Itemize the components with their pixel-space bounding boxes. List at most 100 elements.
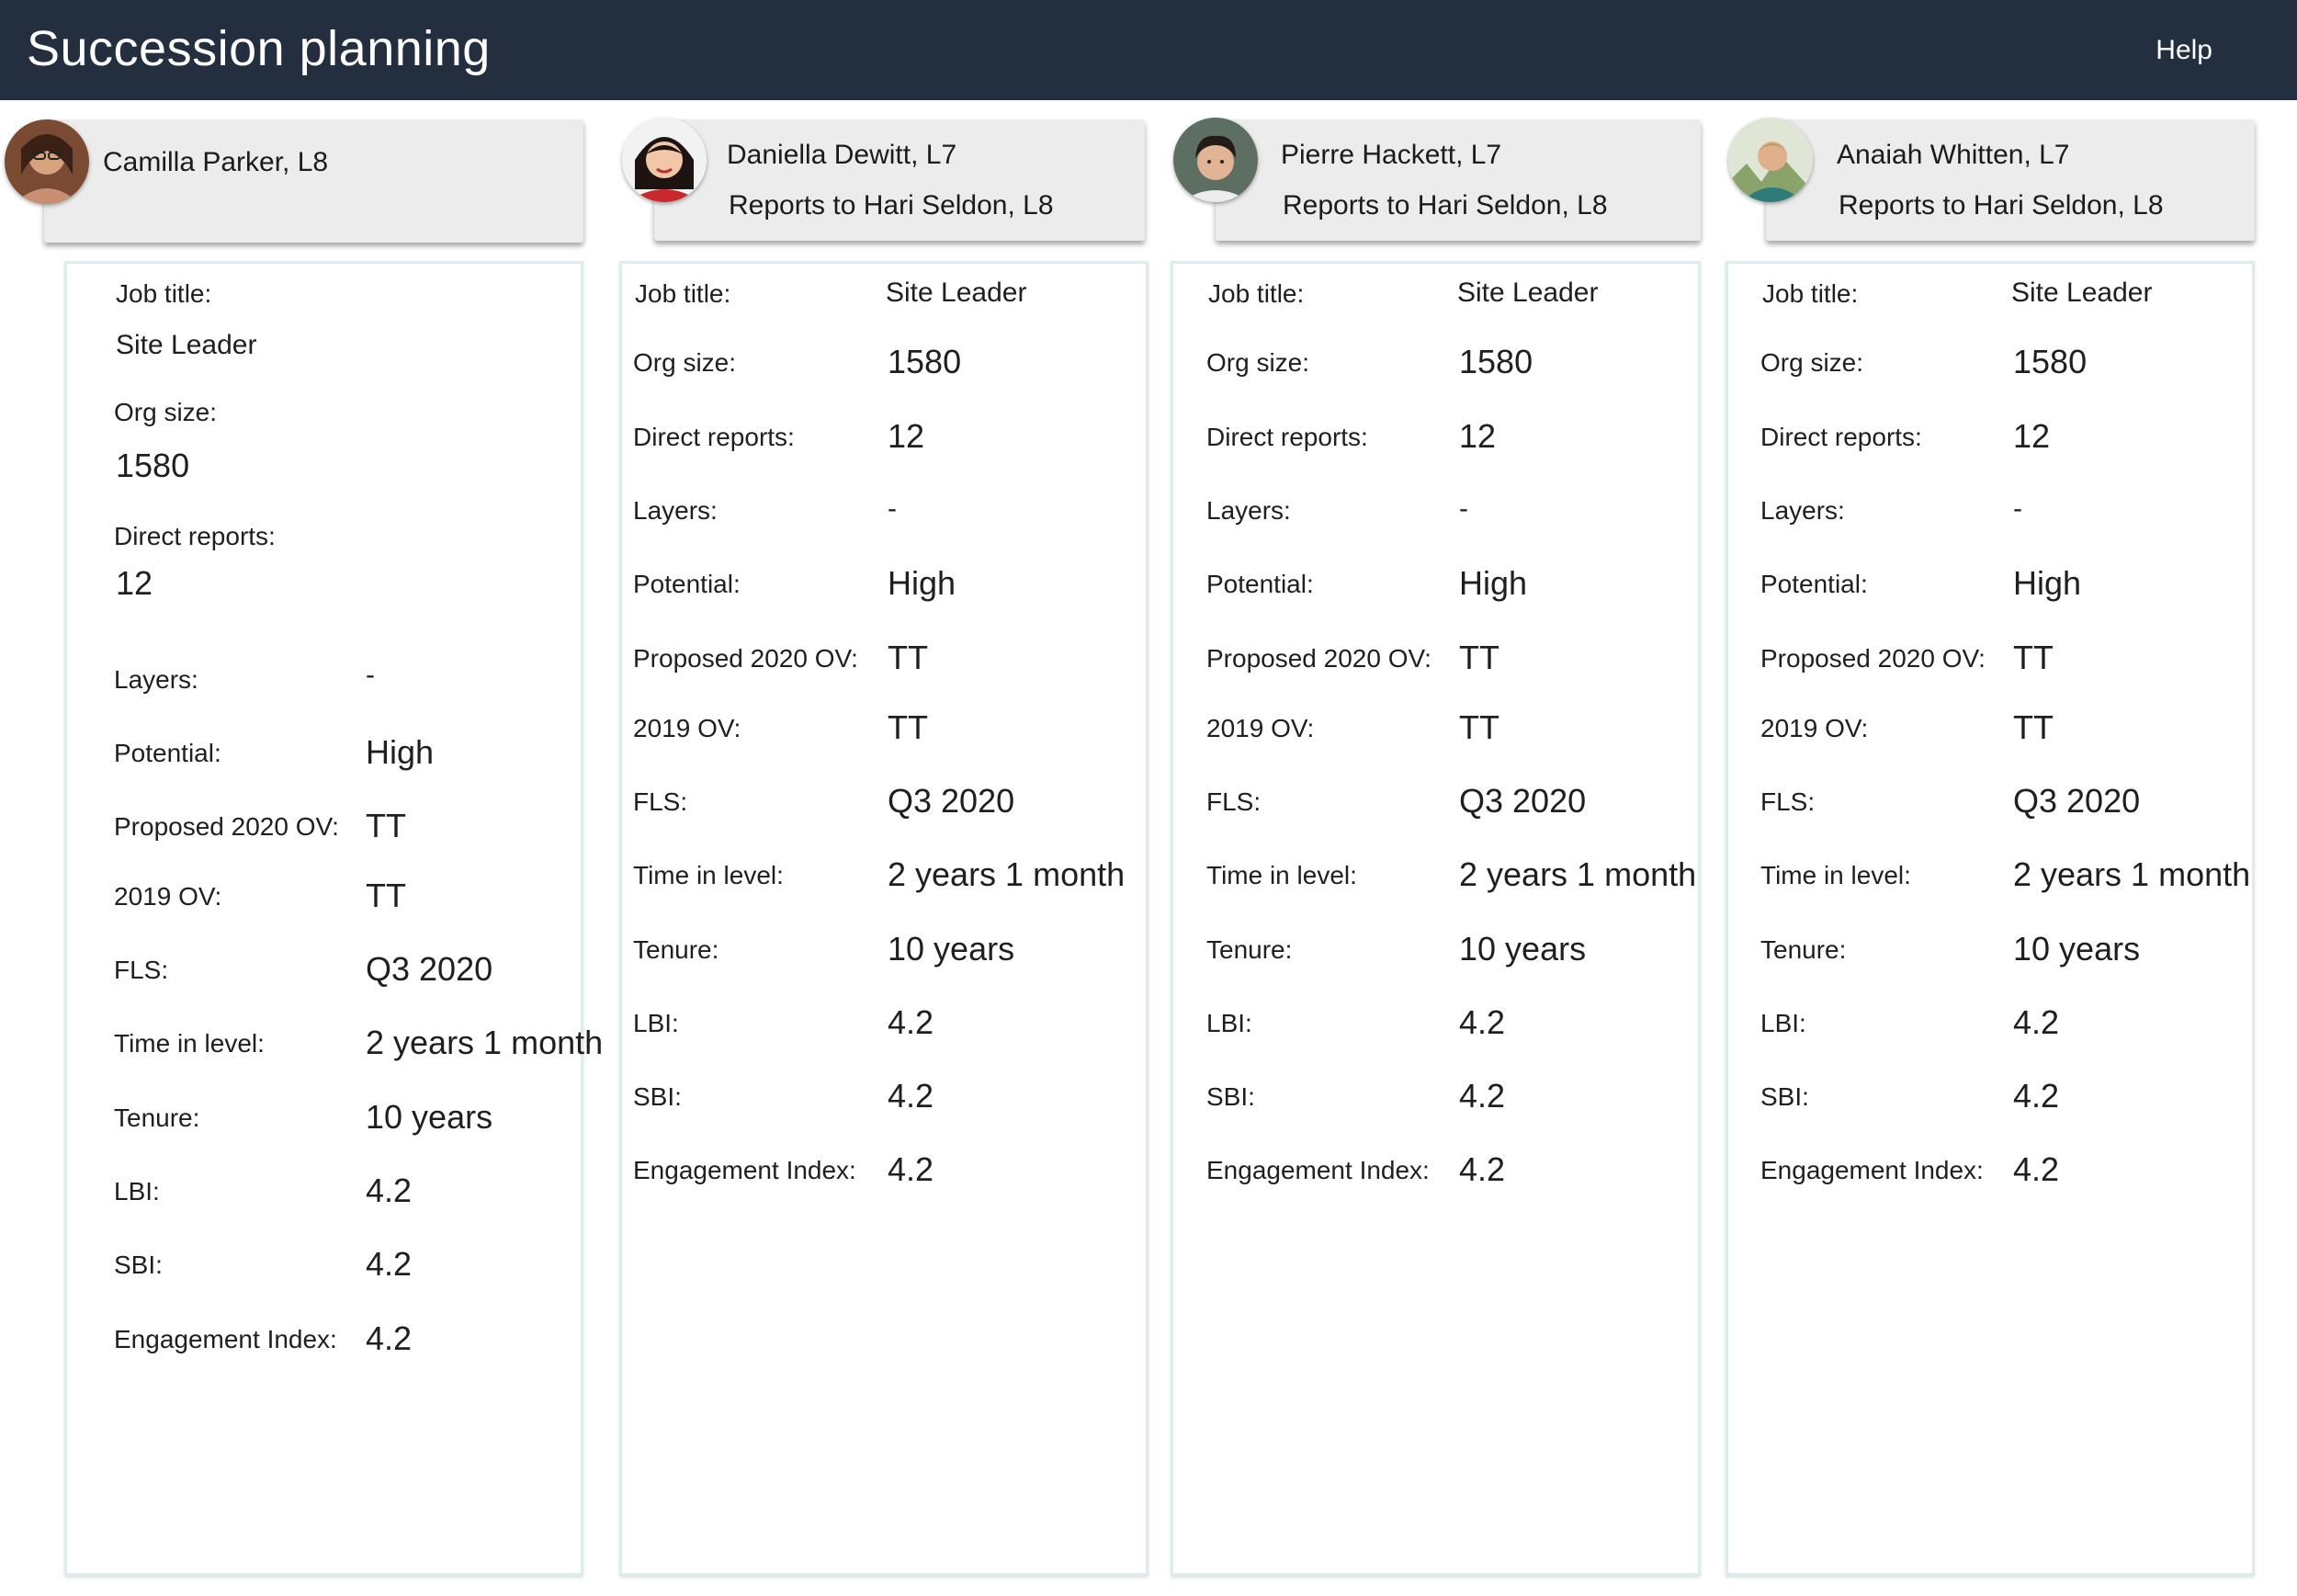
proposed-ov-label: Proposed 2020 OV:: [114, 812, 339, 841]
org-size-value: 1580: [1459, 343, 1533, 380]
layers-value: -: [888, 493, 897, 524]
person-name: Daniella Dewitt, L7: [727, 140, 957, 170]
proposed-ov-value: TT: [888, 639, 928, 676]
potential-label: Potential:: [1760, 570, 1868, 598]
person-card[interactable]: Anaiah Whitten, L7 Reports to Hari Seldo…: [1766, 119, 2255, 241]
lbi-value: 4.2: [366, 1172, 413, 1209]
ov-2019-value: TT: [1459, 708, 1499, 746]
detail-panel: Job title: Site Leader Org size: 1580 Di…: [1726, 261, 2255, 1576]
sbi-label: SBI:: [114, 1251, 163, 1279]
person-name: Anaiah Whitten, L7: [1837, 140, 2070, 170]
lbi-label: LBI:: [114, 1177, 160, 1205]
job-title-value: Site Leader: [1457, 277, 1599, 308]
potential-value: High: [1459, 564, 1528, 602]
person-name: Pierre Hackett, L7: [1281, 140, 1502, 170]
reports-to: Reports to Hari Seldon, L8: [729, 190, 1054, 221]
layers-label: Layers:: [1760, 496, 1845, 525]
time-in-level-label: Time in level:: [633, 861, 784, 889]
engagement-value: 4.2: [888, 1150, 934, 1188]
fls-label: FLS:: [1206, 787, 1262, 816]
lbi-label: LBI:: [1760, 1009, 1806, 1037]
layers-value: -: [366, 660, 375, 690]
sbi-label: SBI:: [1206, 1082, 1255, 1111]
proposed-ov-label: Proposed 2020 OV:: [633, 644, 858, 673]
direct-reports-value: 12: [1459, 417, 1497, 455]
tenure-label: Tenure:: [633, 935, 719, 964]
tenure-value: 10 years: [2013, 930, 2141, 968]
engagement-label: Engagement Index:: [114, 1325, 337, 1353]
sbi-value: 4.2: [888, 1077, 934, 1115]
ov-2019-label: 2019 OV:: [633, 714, 741, 742]
person-photo-icon: [622, 118, 707, 202]
reports-to: Reports to Hari Seldon, L8: [1283, 190, 1608, 221]
proposed-ov-value: TT: [1459, 639, 1499, 676]
tenure-value: 10 years: [1459, 930, 1587, 968]
person-card[interactable]: Camilla Parker, L8: [44, 119, 583, 243]
detail-panel: Job title: Site Leader Org size: 1580 Di…: [619, 261, 1148, 1576]
sbi-label: SBI:: [633, 1082, 682, 1111]
tenure-label: Tenure:: [1206, 935, 1293, 964]
org-size-label: Org size:: [633, 348, 737, 377]
ov-2019-value: TT: [888, 708, 928, 746]
org-size-value: 1580: [888, 343, 962, 380]
time-in-level-value: 2 years 1 month: [366, 1024, 604, 1061]
potential-value: High: [366, 733, 435, 771]
direct-reports-label: Direct reports:: [114, 522, 276, 550]
direct-reports-label: Direct reports:: [633, 423, 795, 451]
proposed-ov-label: Proposed 2020 OV:: [1760, 644, 1986, 673]
potential-value: High: [2013, 564, 2082, 602]
potential-value: High: [888, 564, 956, 602]
fls-label: FLS:: [114, 956, 169, 984]
job-title-label: Job title:: [1208, 279, 1305, 308]
time-in-level-label: Time in level:: [1760, 861, 1911, 889]
help-link[interactable]: Help: [2156, 35, 2212, 65]
layers-label: Layers:: [114, 665, 198, 694]
time-in-level-value: 2 years 1 month: [2013, 855, 2251, 893]
lbi-value: 4.2: [1459, 1003, 1506, 1041]
engagement-value: 4.2: [1459, 1150, 1506, 1188]
person-card[interactable]: Pierre Hackett, L7 Reports to Hari Seldo…: [1216, 119, 1701, 241]
lbi-label: LBI:: [1206, 1009, 1252, 1037]
reports-to: Reports to Hari Seldon, L8: [1839, 190, 2164, 221]
sbi-label: SBI:: [1760, 1082, 1809, 1111]
detail-panel: Job title: Site Leader Org size: 1580 Di…: [1171, 261, 1701, 1576]
fls-value: Q3 2020: [366, 950, 493, 988]
potential-label: Potential:: [114, 739, 221, 767]
person-name: Camilla Parker, L8: [103, 147, 329, 177]
person-card[interactable]: Daniella Dewitt, L7 Reports to Hari Seld…: [654, 119, 1145, 241]
org-size-label: Org size:: [1760, 348, 1864, 377]
direct-reports-label: Direct reports:: [1206, 423, 1368, 451]
sbi-value: 4.2: [1459, 1077, 1506, 1115]
page-title: Succession planning: [27, 21, 491, 76]
potential-label: Potential:: [1206, 570, 1314, 598]
org-size-label: Org size:: [1206, 348, 1310, 377]
time-in-level-value: 2 years 1 month: [888, 855, 1126, 893]
ov-2019-label: 2019 OV:: [114, 882, 222, 911]
fls-label: FLS:: [633, 787, 688, 816]
time-in-level-label: Time in level:: [1206, 861, 1357, 889]
fls-label: FLS:: [1760, 787, 1816, 816]
ov-2019-label: 2019 OV:: [1760, 714, 1869, 742]
fls-value: Q3 2020: [1459, 782, 1587, 820]
tenure-value: 10 years: [888, 930, 1015, 968]
person-photo-icon: [5, 119, 89, 204]
engagement-value: 4.2: [366, 1319, 413, 1357]
tenure-label: Tenure:: [114, 1104, 200, 1132]
proposed-ov-value: TT: [2013, 639, 2054, 676]
engagement-label: Engagement Index:: [633, 1156, 856, 1184]
person-photo-icon: [1728, 118, 1813, 202]
ov-2019-label: 2019 OV:: [1206, 714, 1315, 742]
proposed-ov-label: Proposed 2020 OV:: [1206, 644, 1431, 673]
detail-panel: Job title: Site Leader Org size: 1580 Di…: [64, 261, 603, 1576]
engagement-label: Engagement Index:: [1206, 1156, 1430, 1184]
person-photo-icon: [1173, 118, 1258, 202]
sbi-value: 4.2: [366, 1245, 413, 1283]
lbi-label: LBI:: [633, 1009, 679, 1037]
sbi-value: 4.2: [2013, 1077, 2060, 1115]
engagement-label: Engagement Index:: [1760, 1156, 1984, 1184]
job-title-label: Job title:: [635, 279, 731, 308]
ov-2019-value: TT: [366, 877, 406, 914]
ov-2019-value: TT: [2013, 708, 2054, 746]
layers-label: Layers:: [633, 496, 718, 525]
time-in-level-value: 2 years 1 month: [1459, 855, 1697, 893]
